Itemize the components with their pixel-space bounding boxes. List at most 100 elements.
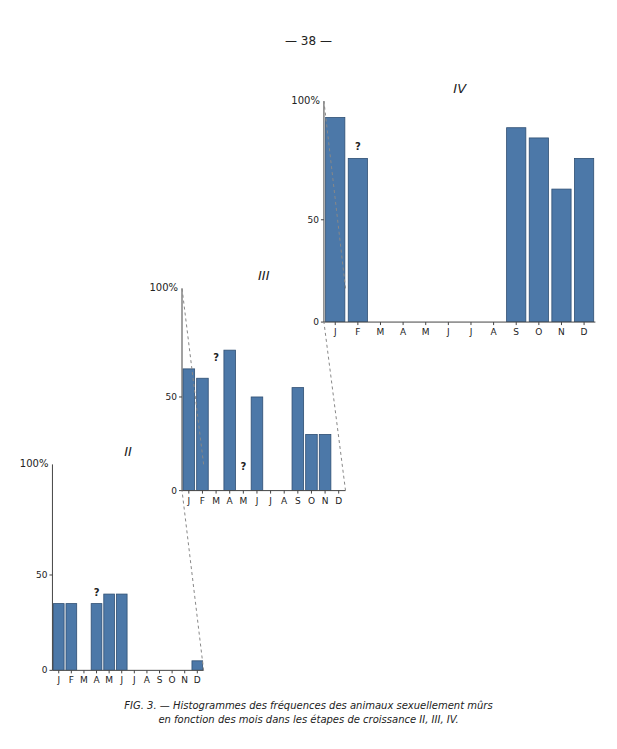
x-tick — [58, 670, 59, 673]
x-tick — [284, 491, 285, 494]
x-tick-label: M — [239, 496, 247, 506]
bars — [53, 594, 202, 670]
background — [0, 0, 617, 749]
x-tick-label: F — [355, 327, 360, 337]
x-tick — [516, 322, 517, 325]
bar — [192, 661, 203, 671]
x-tick-label: A — [400, 327, 407, 337]
connector — [182, 491, 204, 671]
y-axis-line — [182, 288, 183, 490]
y-tick-label: 0 — [171, 486, 177, 496]
x-tick — [380, 322, 381, 325]
bar — [529, 138, 548, 322]
x-tick — [184, 670, 185, 673]
panel: 050JFMAMJJASONDIII100%?? — [149, 268, 345, 505]
x-tick — [188, 491, 189, 494]
x-tick-label: A — [93, 675, 100, 685]
bar — [552, 189, 571, 322]
x-tick — [197, 670, 198, 673]
bar — [197, 378, 209, 490]
x-axis-line — [324, 322, 595, 323]
x-tick — [493, 322, 494, 325]
x-tick — [71, 670, 72, 673]
x-tick-label: N — [322, 496, 329, 506]
panel-title: II — [124, 444, 132, 459]
x-tick — [561, 322, 562, 325]
x-tick — [470, 322, 471, 325]
page-title: — 38 — — [285, 34, 332, 48]
x-tick — [83, 670, 84, 673]
x-tick-label: J — [333, 327, 337, 337]
bar — [507, 128, 526, 322]
bar — [66, 604, 77, 671]
annotation: ? — [240, 461, 246, 472]
bars — [326, 117, 594, 322]
x-tick — [297, 491, 298, 494]
x-tick — [229, 491, 230, 494]
bar — [104, 594, 115, 670]
x-tick-label: M — [377, 327, 385, 337]
y-tick — [179, 396, 182, 397]
x-tick — [538, 322, 539, 325]
x-tick-label: J — [186, 496, 190, 506]
bar — [319, 434, 331, 490]
bar — [292, 388, 304, 491]
x-axis-line — [182, 490, 346, 491]
x-tick-label: D — [194, 675, 201, 685]
x-tick — [146, 670, 147, 673]
x-tick-label: N — [181, 675, 188, 685]
x-tick-label: S — [157, 675, 163, 685]
x-tick-label: M — [80, 675, 88, 685]
x-tick — [448, 322, 449, 325]
bar — [53, 604, 64, 671]
panel: 050JFMAMJJASONDIV100%? — [291, 81, 595, 337]
bar — [91, 604, 102, 671]
x-tick — [325, 491, 326, 494]
bars — [183, 350, 331, 490]
x-tick — [357, 322, 358, 325]
x-tick — [109, 670, 110, 673]
x-tick-label: O — [308, 496, 315, 506]
x-tick-label: J — [56, 675, 60, 685]
x-tick-label: S — [295, 496, 301, 506]
x-tick-label: N — [558, 327, 565, 337]
x-tick — [159, 670, 160, 673]
x-tick-label: J — [446, 327, 450, 337]
y-tick-label: 50 — [36, 570, 48, 580]
y-tick — [49, 574, 52, 575]
bar — [116, 594, 127, 670]
x-tick-label: A — [144, 675, 151, 685]
x-tick — [311, 491, 312, 494]
x-axis-line — [52, 670, 203, 671]
x-tick-label: J — [119, 675, 123, 685]
x-tick-label: M — [422, 327, 430, 337]
x-tick — [425, 322, 426, 325]
y-axis-line — [52, 464, 53, 670]
x-tick-label: J — [132, 675, 136, 685]
x-tick — [134, 670, 135, 673]
y-tick-label: 50 — [166, 392, 178, 402]
x-tick-label: A — [227, 496, 234, 506]
x-tick-label: F — [69, 675, 74, 685]
x-tick — [403, 322, 404, 325]
annotation: 100% — [20, 458, 49, 469]
annotation: 100% — [291, 95, 320, 106]
x-tick-label: J — [268, 496, 272, 506]
x-tick-label: O — [169, 675, 176, 685]
y-tick-label: 0 — [42, 665, 48, 675]
x-tick-label: J — [469, 327, 473, 337]
connector — [324, 101, 346, 288]
bar — [251, 397, 263, 491]
connector — [324, 322, 346, 491]
x-tick — [256, 491, 257, 494]
bar — [574, 158, 593, 322]
panel: 050JFMAMJJASONDII100%? — [20, 444, 204, 685]
panel-title: IV — [453, 81, 467, 96]
x-tick — [172, 670, 173, 673]
y-tick — [49, 670, 52, 671]
bar — [348, 158, 367, 322]
x-tick-label: A — [281, 496, 288, 506]
panel-title: III — [258, 268, 270, 283]
x-tick — [216, 491, 217, 494]
annotation: ? — [94, 587, 100, 598]
